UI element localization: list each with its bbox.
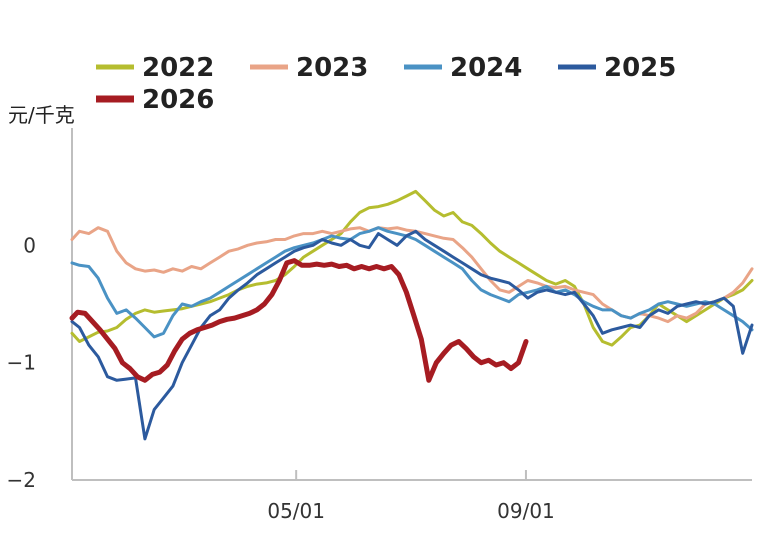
series-line-2022 bbox=[70, 189, 754, 347]
legend-label-2023: 2023 bbox=[296, 53, 368, 83]
series-line-2025 bbox=[70, 229, 754, 441]
y-tick-label: −1 bbox=[7, 351, 36, 375]
series-lines bbox=[69, 189, 754, 441]
legend-label-2026: 2026 bbox=[142, 85, 214, 115]
y-axis-label: 元/千克 bbox=[8, 103, 75, 127]
y-tick-label: 0 bbox=[23, 233, 36, 257]
legend: 2022 2023 2024 2025 2026 bbox=[96, 53, 676, 115]
series-line-2026 bbox=[69, 258, 529, 383]
x-tick-label: 05/01 bbox=[267, 499, 325, 523]
legend-label-2022: 2022 bbox=[142, 53, 214, 83]
axes: 0 −1 −2 05/01 09/01 bbox=[7, 128, 752, 523]
legend-label-2024: 2024 bbox=[450, 53, 522, 83]
legend-label-2025: 2025 bbox=[604, 53, 676, 83]
y-tick-label: −2 bbox=[7, 468, 36, 492]
x-tick-label: 09/01 bbox=[497, 499, 555, 523]
series-line-2024 bbox=[70, 226, 754, 339]
